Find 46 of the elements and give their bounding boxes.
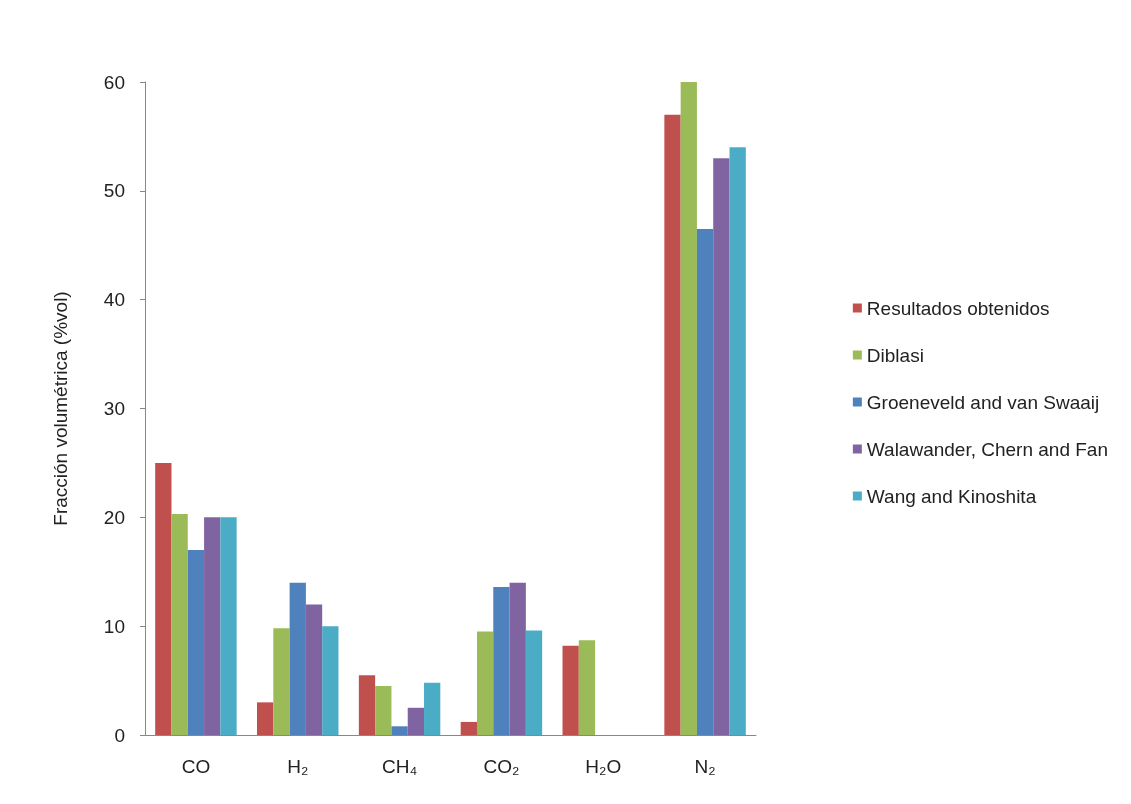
bar: [171, 514, 188, 735]
bar: [460, 721, 477, 735]
legend-label: Resultados obtenidos: [866, 297, 1050, 319]
x-tick-label: CO₂: [483, 756, 520, 777]
x-tick-label: CH₄: [381, 756, 418, 777]
bar: [476, 631, 494, 735]
y-tick-label: 10: [103, 615, 125, 637]
bar: [493, 586, 510, 735]
bar: [273, 628, 290, 735]
bar: [155, 462, 172, 735]
bar: [578, 640, 596, 735]
bar: [407, 707, 425, 735]
bar: [187, 549, 205, 735]
bar: [358, 675, 376, 735]
legend-label: Wang and Kinoshita: [866, 485, 1037, 507]
bar: [664, 114, 681, 735]
bar: [424, 682, 441, 735]
bar: [220, 517, 237, 735]
bar: [525, 630, 543, 735]
x-tick-label: H₂: [287, 756, 309, 777]
bar: [391, 726, 408, 735]
bar: [257, 702, 274, 735]
legend-label: Walawander, Chern and Fan: [866, 438, 1108, 460]
y-tick-label: 40: [103, 289, 125, 311]
bar: [305, 604, 323, 735]
bar: [713, 158, 730, 735]
legend-label: Diblasi: [866, 344, 924, 366]
legend-label: Groeneveld and van Swaaij: [866, 391, 1100, 413]
x-tick-label: H₂O: [585, 756, 622, 777]
bar: [729, 147, 746, 735]
bar: [680, 82, 697, 735]
bar: [375, 686, 392, 735]
x-tick-label: CO: [181, 756, 211, 777]
bar: [322, 626, 339, 735]
y-axis-title: Fracción volumétrica (%vol): [50, 291, 71, 526]
bar: [289, 582, 306, 735]
bar: [204, 517, 221, 735]
y-tick-label: 30: [103, 398, 125, 419]
y-tick-label: 60: [103, 71, 125, 93]
bar: [562, 645, 579, 735]
bar: [509, 582, 526, 735]
x-tick-label: N₂: [694, 756, 716, 777]
y-tick-label: 0: [114, 724, 125, 746]
y-tick-label: 20: [103, 506, 125, 528]
y-tick-label: 50: [103, 180, 125, 202]
bar: [696, 228, 714, 735]
